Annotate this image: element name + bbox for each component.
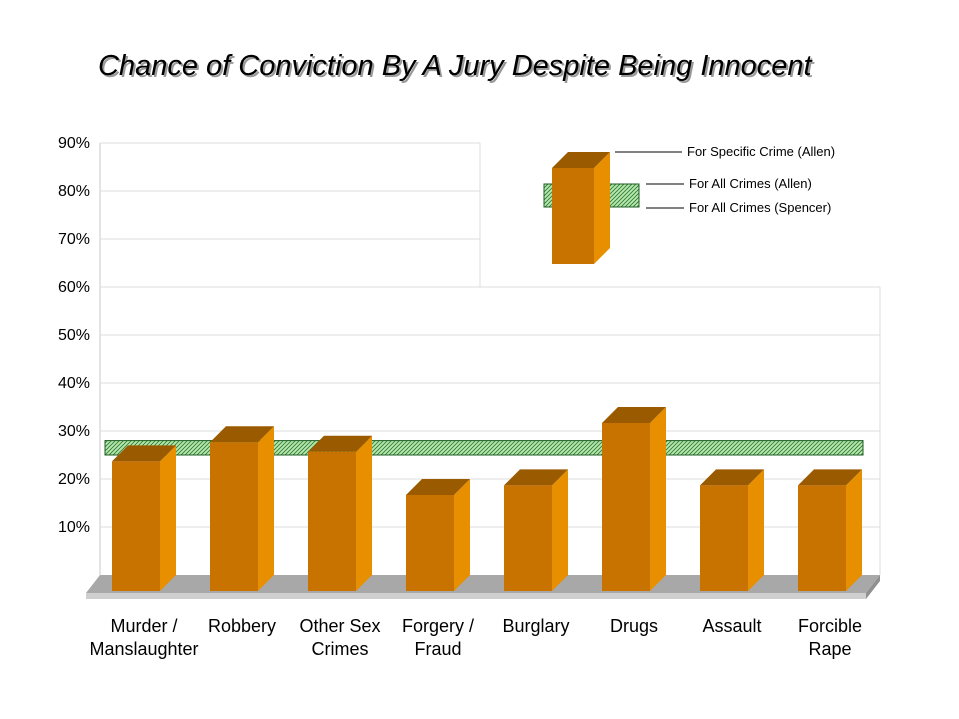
floor-side	[866, 575, 880, 599]
bar-front	[406, 495, 454, 591]
x-tick-label: Fraud	[414, 639, 461, 659]
chart-title-shadow: Chance of Conviction By A Jury Despite B…	[100, 52, 816, 84]
floor-front	[86, 593, 866, 599]
bar-front	[798, 485, 846, 591]
y-axis: 90% 80% 70% 60% 50% 40% 30% 20% 10%	[58, 135, 90, 536]
bar	[602, 407, 666, 591]
x-tick-label: Burglary	[502, 616, 569, 636]
bar	[308, 435, 372, 591]
bar	[112, 445, 176, 591]
bar-top	[602, 407, 666, 423]
y-tick-label: 80%	[58, 183, 90, 200]
y-tick-label: 90%	[58, 135, 90, 152]
bar-top	[504, 469, 568, 486]
floor-top	[86, 575, 880, 593]
y-tick-label: 70%	[58, 231, 90, 248]
x-tick-label: Manslaughter	[89, 639, 198, 659]
bar-top	[210, 426, 274, 443]
x-tick-label: Other Sex	[299, 616, 380, 636]
legend-bar-top	[552, 152, 610, 168]
category-labels: Murder / Manslaughter Robbery Other Sex Crim…	[89, 616, 862, 659]
bar-front	[700, 485, 748, 591]
legend: For Specific Crime (Allen) For All Crimes…	[543, 144, 835, 264]
legend-bar-side	[594, 152, 610, 264]
band-rect	[104, 440, 864, 456]
bar	[504, 469, 568, 591]
x-tick-label: Assault	[702, 616, 761, 636]
y-tick-label: 40%	[58, 375, 90, 392]
bar	[406, 479, 470, 591]
bars	[112, 407, 862, 591]
bar-side	[356, 435, 372, 591]
all-crimes-band	[104, 440, 864, 456]
y-tick-label: 50%	[58, 327, 90, 344]
bar	[210, 426, 274, 591]
y-tick-label: 10%	[58, 519, 90, 536]
bar-side	[748, 469, 764, 591]
bar-side	[552, 469, 568, 591]
y-tick-label: 60%	[58, 279, 90, 296]
bar-front	[112, 461, 160, 591]
x-tick-label: Rape	[808, 639, 851, 659]
bar-side	[454, 479, 470, 591]
x-tick-label: Robbery	[208, 616, 276, 636]
bar-top	[406, 479, 470, 495]
bar-top	[798, 469, 862, 486]
legend-label: For All Crimes (Allen)	[689, 176, 812, 191]
legend-label: For All Crimes (Spencer)	[689, 200, 831, 215]
bar-side	[160, 445, 176, 591]
x-tick-label: Forgery /	[402, 616, 474, 636]
bar-side	[650, 407, 666, 591]
y-tick-label: 20%	[58, 471, 90, 488]
bar-side	[846, 469, 862, 591]
legend-label: For Specific Crime (Allen)	[687, 144, 835, 159]
bar-top	[308, 435, 372, 452]
bar-front	[504, 485, 552, 591]
legend-bar-front	[552, 168, 594, 264]
x-tick-label: Crimes	[312, 639, 369, 659]
bar-side	[258, 426, 274, 591]
bar	[798, 469, 862, 591]
chart-title: Chance of Conviction By A Jury Despite B…	[98, 50, 814, 82]
bar-top	[112, 445, 176, 462]
bar-front	[602, 423, 650, 591]
bar-front	[308, 451, 356, 591]
x-tick-label: Murder /	[110, 616, 177, 636]
chart-floor	[86, 575, 880, 599]
x-tick-label: Forcible	[798, 616, 862, 636]
x-tick-label: Drugs	[610, 616, 658, 636]
y-tick-label: 30%	[58, 423, 90, 440]
bar	[700, 469, 764, 591]
bar-top	[700, 469, 764, 486]
bar-front	[210, 442, 258, 591]
